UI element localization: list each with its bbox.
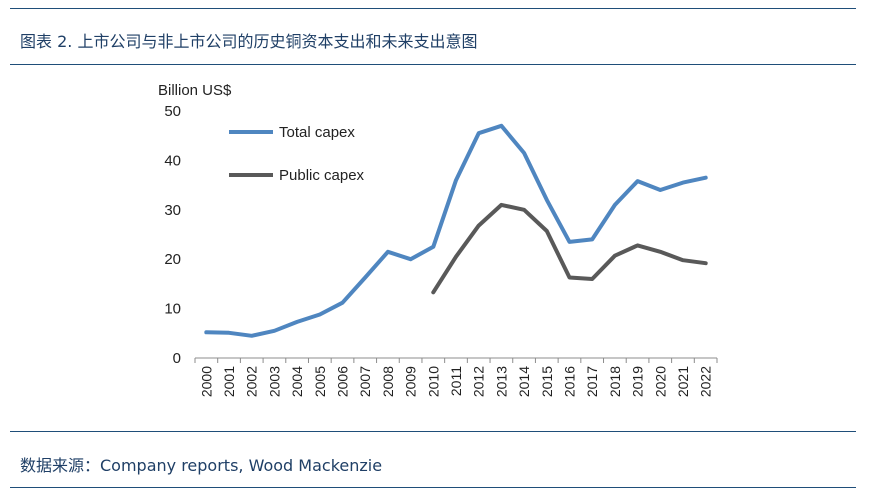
public-capex-line — [431, 202, 708, 295]
x-tick-label: 2019 — [630, 366, 646, 397]
legend-label-public: Public capex — [279, 167, 365, 184]
x-tick-label: 2009 — [403, 366, 419, 397]
x-tick-label: 2007 — [357, 366, 373, 397]
x-tick-label: 2015 — [539, 366, 555, 397]
caption-rule — [10, 64, 856, 65]
x-tick-label: 2003 — [266, 366, 282, 397]
y-tick-label: 0 — [173, 350, 181, 367]
x-tick-label: 2020 — [652, 366, 668, 397]
source-rule-top — [10, 431, 856, 432]
x-tick-label: 2011 — [448, 366, 464, 396]
x-tick-label: 2010 — [425, 366, 441, 397]
y-axis-label: Billion US$ — [158, 82, 232, 99]
x-tick-label: 2018 — [607, 366, 623, 397]
x-tick-label: 2008 — [380, 366, 396, 397]
total-capex-line — [204, 123, 708, 338]
x-tick-label: 2000 — [198, 366, 214, 397]
legend: Total capex Public capex — [229, 124, 365, 184]
y-axis: 0 10 20 30 40 50 — [164, 103, 181, 367]
source-note: 数据来源：Company reports, Wood Mackenzie — [20, 456, 383, 475]
x-tick-label: 2013 — [493, 366, 509, 397]
legend-label-total: Total capex — [279, 124, 355, 141]
y-tick-label: 10 — [164, 301, 181, 318]
x-tick-label: 2021 — [675, 366, 691, 397]
x-tick-label: 2006 — [335, 366, 351, 397]
x-tick-label: 2022 — [698, 366, 714, 397]
y-tick-label: 30 — [164, 202, 181, 219]
x-tick-label: 2005 — [312, 366, 328, 397]
series-layer — [204, 123, 708, 338]
y-tick-label: 50 — [164, 103, 181, 120]
x-tick-label: 2016 — [561, 366, 577, 397]
x-tick-label: 2014 — [516, 366, 532, 397]
x-tick-label: 2017 — [584, 366, 600, 397]
x-tick-label: 2001 — [221, 366, 237, 397]
bottom-rule — [10, 487, 856, 488]
x-axis: 2000 2001 2002 2003 2004 2005 2006 2007 2008 2009… — [194, 357, 718, 397]
figure-caption: 图表 2. 上市公司与非上市公司的历史铜资本支出和未来支出意图 — [20, 32, 478, 51]
y-tick-label: 40 — [164, 152, 181, 169]
x-tick-label: 2004 — [289, 366, 305, 397]
x-tick-label: 2012 — [471, 366, 487, 397]
x-tick-label: 2002 — [244, 366, 260, 397]
top-rule — [10, 8, 856, 9]
y-tick-label: 20 — [164, 251, 181, 268]
